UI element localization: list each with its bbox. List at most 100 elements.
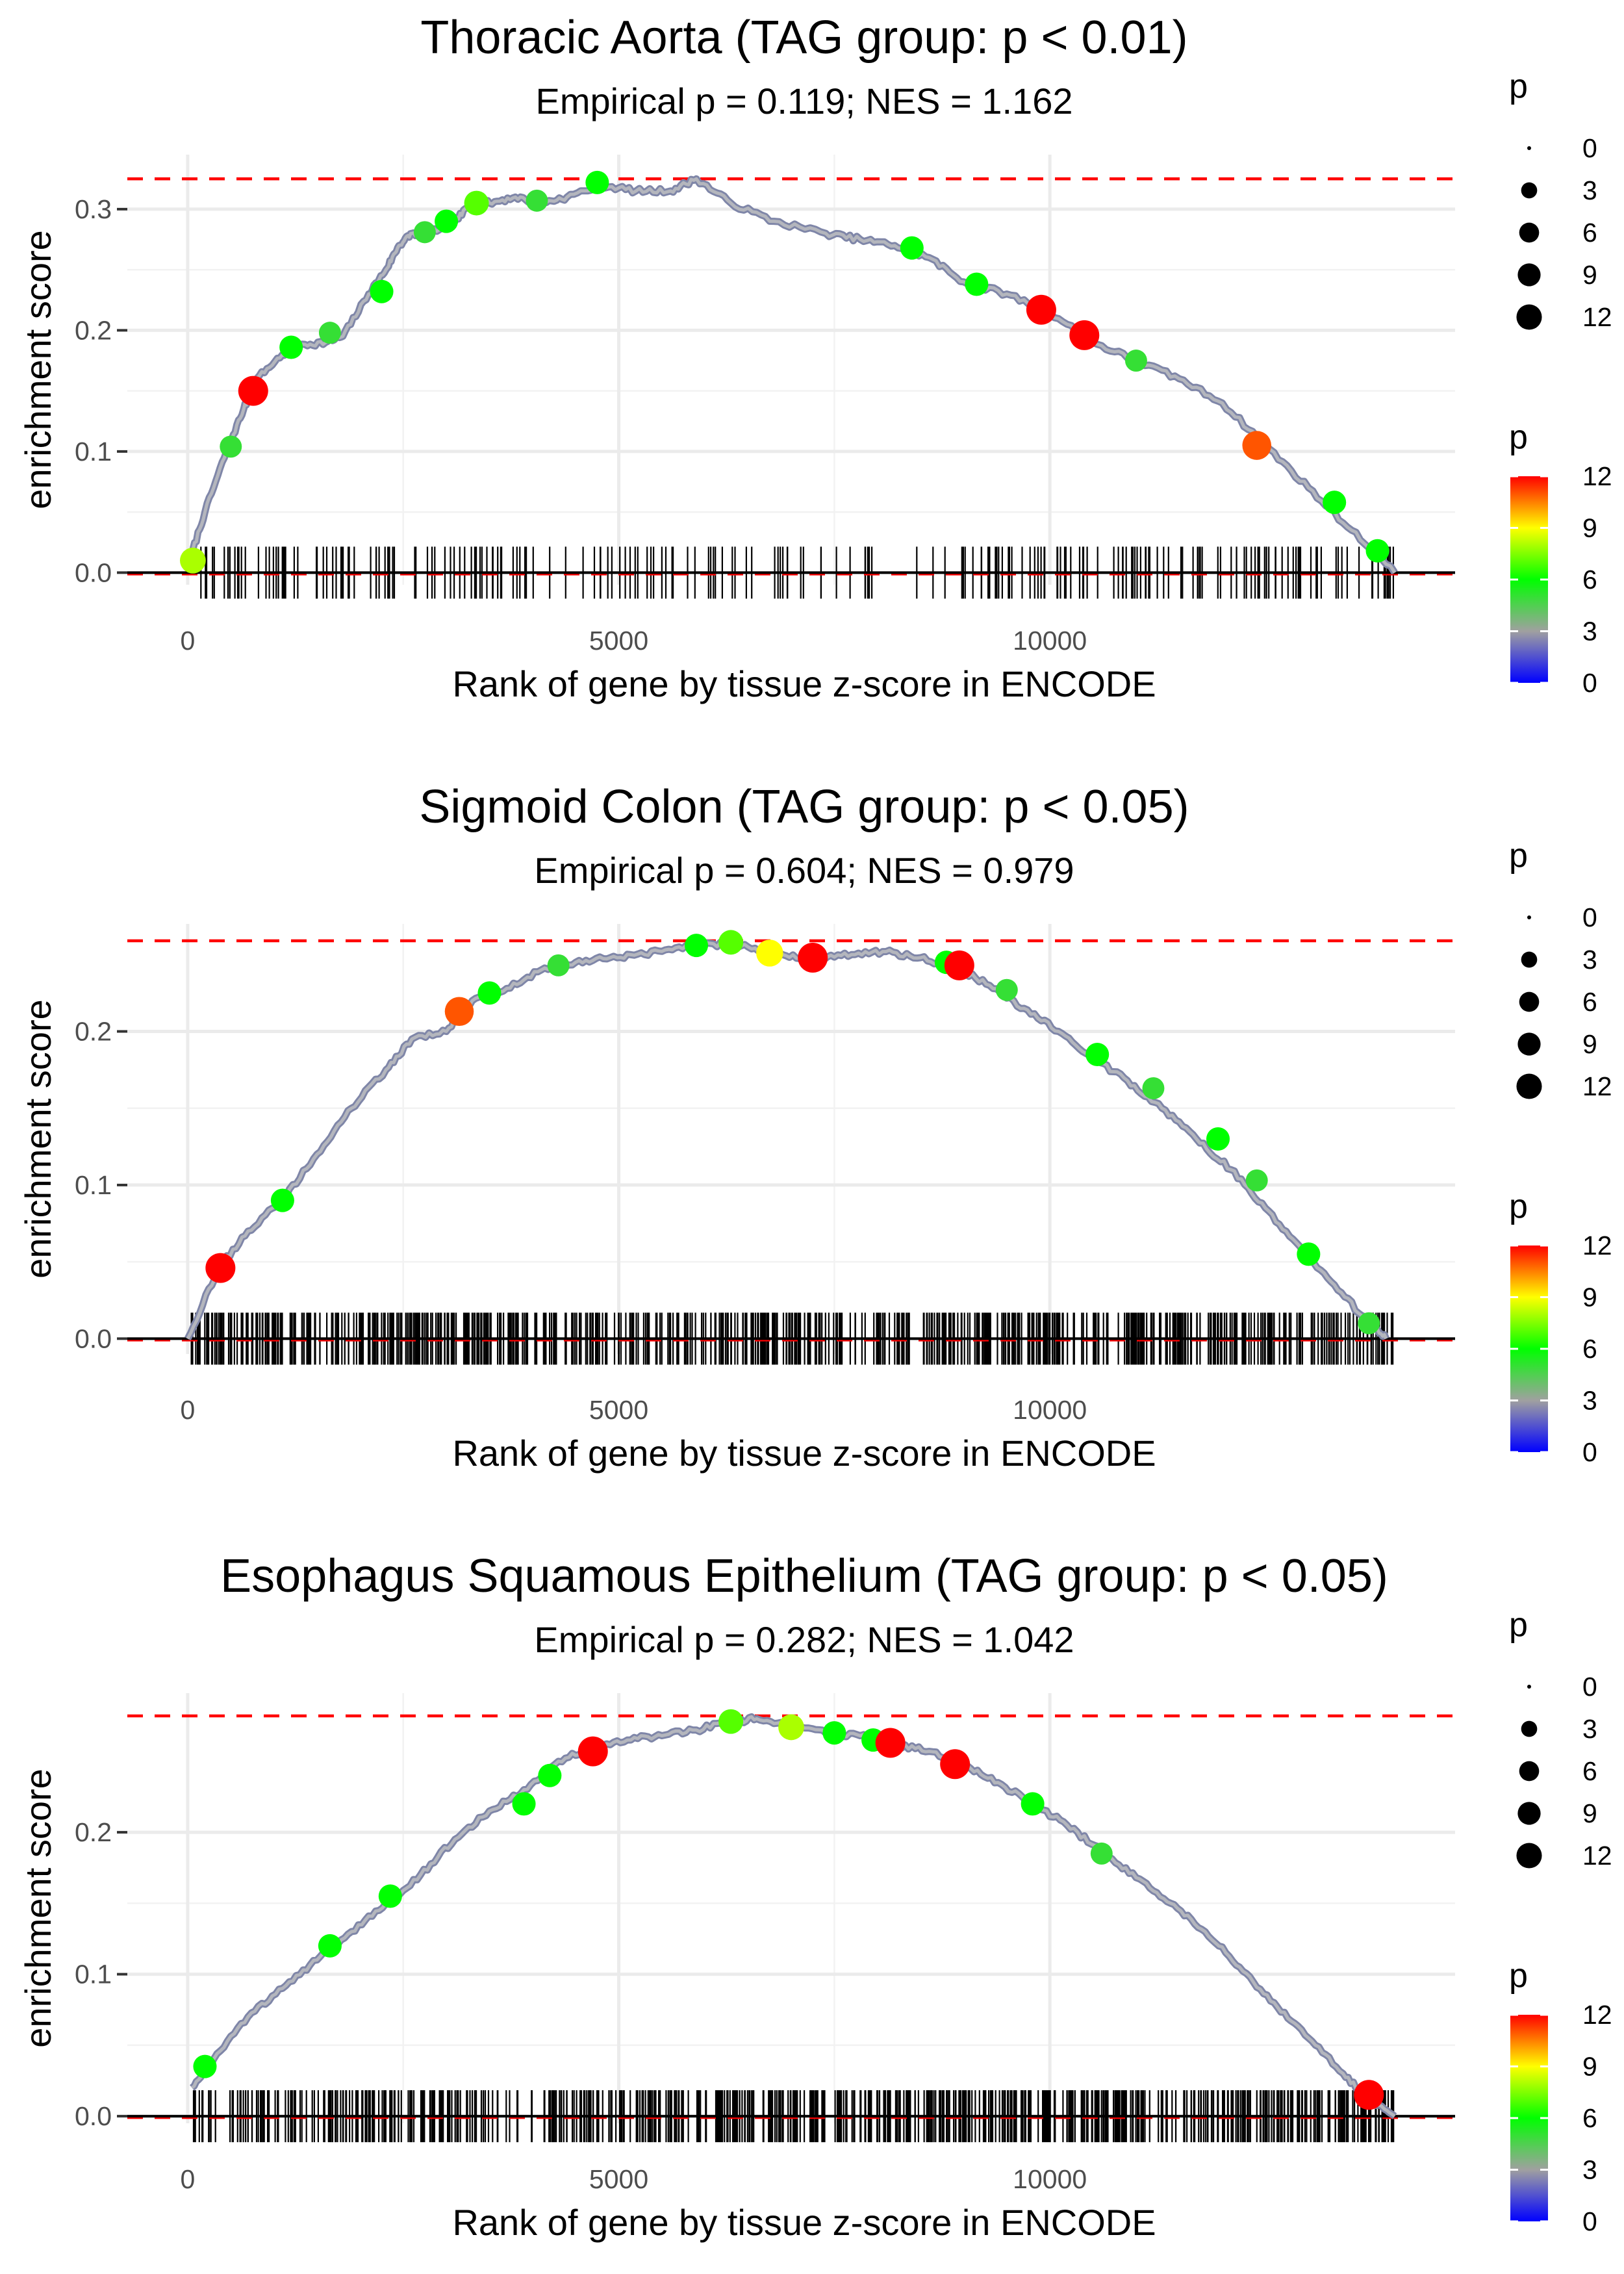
y-tick-label: 0.3 [75,194,112,224]
size-legend-title: p [1509,837,1528,875]
size-legend: p 0 3 6 9 12 [1509,1606,1612,1871]
size-legend-key [1517,1802,1541,1825]
gene-point [822,1721,846,1745]
chart-panel-1: Thoracic Aorta (TAG group: p < 0.01) Empi… [18,12,1612,704]
gene-point [756,939,783,967]
size-legend-key [1519,1761,1540,1782]
gene-point [279,335,303,359]
size-legend-label: 9 [1582,1029,1597,1059]
size-legend-label: 6 [1582,1756,1597,1786]
color-legend-title: p [1509,1957,1528,1995]
gene-point [778,1714,804,1741]
gene-point [220,435,242,458]
size-legend-title: p [1509,68,1528,105]
x-tick-label: 5000 [589,2164,648,2194]
gene-points [193,1709,1384,2110]
x-tick-label: 5000 [589,1395,648,1425]
gene-point [585,170,609,194]
size-legend-key [1521,951,1538,968]
chart-subtitle: Empirical p = 0.282; NES = 1.042 [534,1619,1074,1660]
gene-point [965,272,989,296]
size-legend-label: 9 [1582,260,1597,290]
gene-point [238,376,268,406]
size-legend-label: 9 [1582,1798,1597,1828]
color-legend: p 0 3 6 9 12 [1509,1957,1612,2236]
x-axis-label: Rank of gene by tissue z-score in ENCODE [452,1433,1156,1474]
gene-point [718,930,744,955]
gene-point [577,1736,608,1767]
size-legend-key [1516,304,1542,330]
color-legend-label: 12 [1582,461,1612,491]
color-legend: p 0 3 6 9 12 [1509,1188,1612,1467]
x-tick-label: 10000 [1013,626,1087,656]
gene-point [940,1749,971,1780]
size-legend-title: p [1509,1606,1528,1644]
gene-point [875,1728,906,1758]
gene-point [1242,431,1272,460]
gene-points [205,930,1380,1335]
size-legend-label: 12 [1582,302,1612,332]
y-axis-label: enrichment score [18,1769,58,2048]
gene-point [318,1934,342,1958]
gene-points [179,170,1389,574]
color-legend-label: 6 [1582,1334,1597,1364]
y-tick-label: 0.2 [75,1017,112,1047]
color-legend-label: 3 [1582,1386,1597,1416]
gene-point [718,1709,744,1734]
size-legend-key [1516,1073,1542,1099]
x-tick-label: 10000 [1013,2164,1087,2194]
size-legend-key [1516,1843,1542,1869]
size-legend-key [1521,1720,1538,1737]
size-legend-label: 6 [1582,218,1597,248]
chart-title: Thoracic Aorta (TAG group: p < 0.01) [420,12,1187,64]
color-legend-label: 6 [1582,2103,1597,2133]
gene-point [547,954,570,977]
size-legend-label: 12 [1582,1071,1612,1101]
x-tick-label: 0 [181,626,196,656]
y-tick-label: 0.0 [75,2101,112,2131]
gene-point [1090,1842,1113,1865]
size-legend-key [1517,1032,1541,1056]
size-legend-label: 0 [1582,133,1597,163]
color-legend-label: 12 [1582,1231,1612,1260]
gene-point [1069,320,1100,350]
size-legend-label: 0 [1582,902,1597,932]
gene-point [538,1763,562,1787]
y-tick-label: 0.0 [75,1323,112,1353]
size-legend-key [1527,1685,1531,1689]
gene-point [435,209,459,233]
color-legend-label: 3 [1582,617,1597,646]
gene-point [526,189,548,212]
gene-point [1085,1042,1110,1066]
size-legend-label: 6 [1582,987,1597,1017]
chart-title: Esophagus Squamous Epithelium (TAG group… [220,1550,1388,1602]
gene-point [444,997,474,1027]
size-legend: p 0 3 6 9 12 [1509,68,1612,332]
gene-point [1124,350,1147,372]
gene-point [512,1792,536,1816]
gene-point [995,978,1018,1001]
gene-point [1323,491,1347,515]
y-tick-label: 0.2 [75,1817,112,1847]
gene-point [1365,539,1389,563]
color-legend-title: p [1509,418,1528,456]
y-axis-label: enrichment score [18,230,58,509]
gene-point [205,1253,236,1283]
chart-subtitle: Empirical p = 0.119; NES = 1.162 [536,81,1073,121]
x-tick-label: 5000 [589,626,648,656]
size-legend-label: 12 [1582,1841,1612,1871]
gene-point [477,981,501,1005]
chart-title: Sigmoid Colon (TAG group: p < 0.05) [419,781,1189,833]
size-legend-label: 3 [1582,1714,1597,1744]
gene-point [378,1884,402,1908]
color-legend-label: 0 [1582,2206,1597,2236]
size-legend-key [1517,263,1541,287]
x-axis-label: Rank of gene by tissue z-score in ENCODE [452,663,1156,704]
size-legend-label: 3 [1582,945,1597,975]
gene-point [944,950,974,980]
gene-point [1021,1792,1045,1816]
size-legend-key [1519,222,1540,243]
size-legend-key [1527,146,1531,150]
